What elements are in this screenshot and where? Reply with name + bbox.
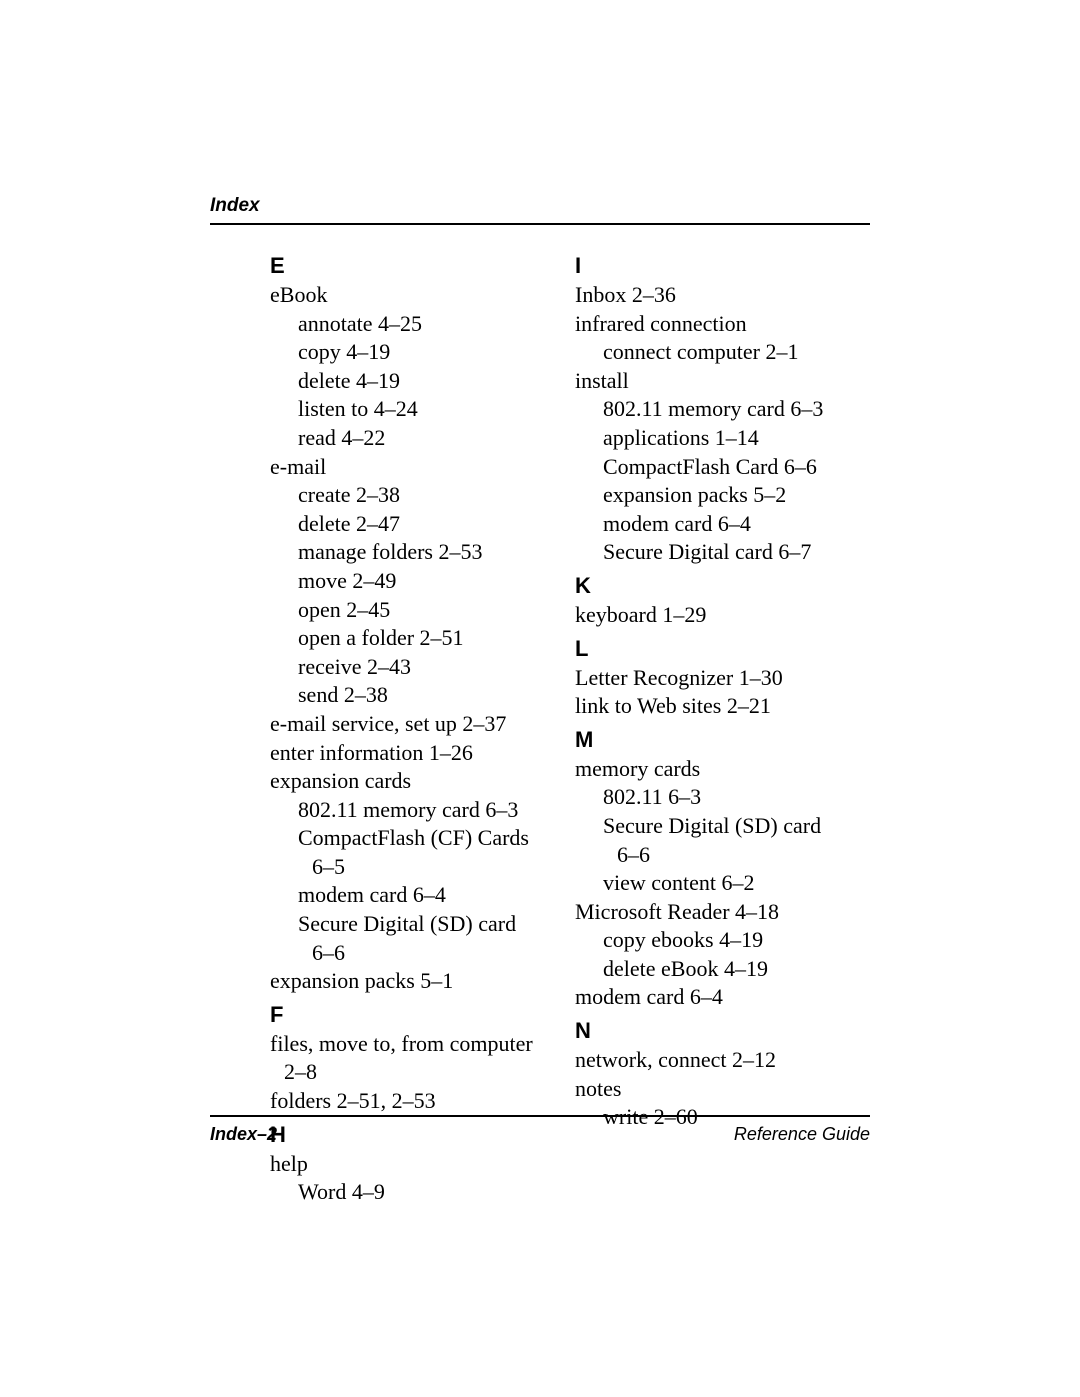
index-entry: eBook [270, 281, 565, 310]
index-letter: E [270, 253, 565, 279]
index-entry: enter information 1–26 [270, 739, 565, 768]
index-subentry: open 2–45 [270, 596, 565, 625]
index-subentry: applications 1–14 [575, 424, 870, 453]
index-subentry: CompactFlash (CF) Cards [270, 824, 565, 853]
index-entry: expansion packs 5–1 [270, 967, 565, 996]
index-subentry: annotate 4–25 [270, 310, 565, 339]
index-letter: F [270, 1002, 565, 1028]
index-letter: M [575, 727, 870, 753]
index-entry: expansion cards [270, 767, 565, 796]
index-letter: I [575, 253, 870, 279]
index-entry: files, move to, from computer [270, 1030, 565, 1059]
index-entry: folders 2–51, 2–53 [270, 1087, 565, 1116]
page-footer: Index–2 Reference Guide [210, 1124, 870, 1145]
index-entry: link to Web sites 2–21 [575, 692, 870, 721]
index-subentry: copy ebooks 4–19 [575, 926, 870, 955]
index-subentry: manage folders 2–53 [270, 538, 565, 567]
index-subentry: delete eBook 4–19 [575, 955, 870, 984]
index-subentry: view content 6–2 [575, 869, 870, 898]
page-header: Index [210, 195, 870, 217]
index-subentry-continuation: 6–6 [575, 841, 870, 870]
index-subentry: receive 2–43 [270, 653, 565, 682]
index-subentry: modem card 6–4 [270, 881, 565, 910]
index-subentry: send 2–38 [270, 681, 565, 710]
index-subentry: 802.11 6–3 [575, 783, 870, 812]
footer-rule [210, 1115, 870, 1117]
index-subentry: open a folder 2–51 [270, 624, 565, 653]
index-entry: Microsoft Reader 4–18 [575, 898, 870, 927]
index-subentry: create 2–38 [270, 481, 565, 510]
index-subentry: Secure Digital (SD) card [270, 910, 565, 939]
index-entry: help [270, 1150, 565, 1179]
index-subentry: move 2–49 [270, 567, 565, 596]
footer-page-number: Index–2 [210, 1124, 277, 1145]
header-rule [210, 223, 870, 225]
index-letter: K [575, 573, 870, 599]
index-subentry-continuation: 6–6 [270, 939, 565, 968]
index-subentry: 802.11 memory card 6–3 [270, 796, 565, 825]
index-subentry: delete 4–19 [270, 367, 565, 396]
index-subentry: Secure Digital (SD) card [575, 812, 870, 841]
index-subentry: copy 4–19 [270, 338, 565, 367]
page: Index EeBookannotate 4–25copy 4–19delete… [0, 0, 1080, 1297]
index-column-right: IInbox 2–36infrared connectionconnect co… [575, 253, 870, 1207]
index-subentry: modem card 6–4 [575, 510, 870, 539]
index-letter: N [575, 1018, 870, 1044]
index-subentry: read 4–22 [270, 424, 565, 453]
index-letter: L [575, 636, 870, 662]
index-subentry: Word 4–9 [270, 1178, 565, 1207]
index-entry: Letter Recognizer 1–30 [575, 664, 870, 693]
index-subentry: 802.11 memory card 6–3 [575, 395, 870, 424]
index-entry: install [575, 367, 870, 396]
index-entry: memory cards [575, 755, 870, 784]
index-entry: e-mail [270, 453, 565, 482]
index-columns: EeBookannotate 4–25copy 4–19delete 4–19l… [210, 253, 870, 1207]
footer-guide-name: Reference Guide [734, 1124, 870, 1145]
index-entry: keyboard 1–29 [575, 601, 870, 630]
index-subentry: connect computer 2–1 [575, 338, 870, 367]
index-subentry-continuation: 6–5 [270, 853, 565, 882]
index-entry: modem card 6–4 [575, 983, 870, 1012]
index-entry: e-mail service, set up 2–37 [270, 710, 565, 739]
index-entry: infrared connection [575, 310, 870, 339]
index-column-left: EeBookannotate 4–25copy 4–19delete 4–19l… [210, 253, 565, 1207]
index-entry: notes [575, 1075, 870, 1104]
index-entry-continuation: 2–8 [270, 1058, 565, 1087]
index-subentry: listen to 4–24 [270, 395, 565, 424]
index-subentry: expansion packs 5–2 [575, 481, 870, 510]
index-entry: Inbox 2–36 [575, 281, 870, 310]
index-subentry: Secure Digital card 6–7 [575, 538, 870, 567]
index-subentry: delete 2–47 [270, 510, 565, 539]
index-entry: network, connect 2–12 [575, 1046, 870, 1075]
index-subentry: CompactFlash Card 6–6 [575, 453, 870, 482]
